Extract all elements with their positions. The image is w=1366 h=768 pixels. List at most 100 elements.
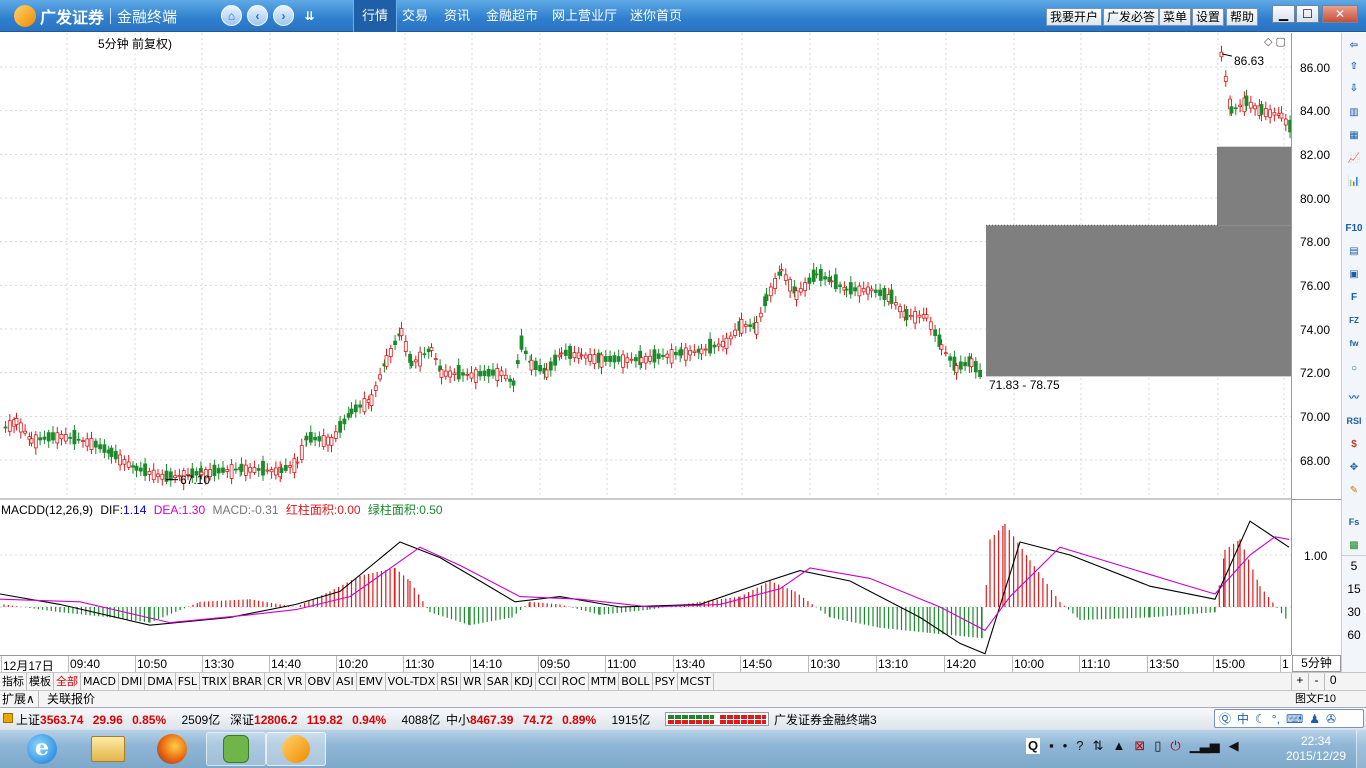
f10-icon[interactable]: F10 [1345, 223, 1363, 234]
zoom-reset-button[interactable]: 0 [1329, 673, 1337, 687]
tray-network-icon[interactable]: ▪ [1049, 738, 1054, 753]
tray-power-icon[interactable]: ⏻ [1170, 738, 1181, 753]
indicator-tab[interactable]: SAR [485, 673, 513, 690]
indicator-tab[interactable]: 模板 [27, 673, 54, 690]
f-icon[interactable]: F [1350, 292, 1358, 303]
kline-chart-area[interactable]: 5分钟 前复权) ◇ ▢ 86.63 67.10 71.83 - 78.75 M… [0, 33, 1292, 655]
expand-tab[interactable]: 扩展∧ [2, 691, 39, 707]
ie-icon[interactable]: e [12, 732, 72, 766]
indicator-tab[interactable]: DMI [119, 673, 146, 690]
show-desktop-button[interactable] [1356, 730, 1366, 768]
chart-option-icon[interactable]: ◇ ▢ [1264, 36, 1286, 48]
line-chart-icon[interactable]: 📈 [1347, 153, 1361, 164]
tray-dot-icon[interactable]: • [1062, 738, 1068, 753]
index-sz[interactable]: 深证12806.2 119.82 0.94% 4088亿 [230, 713, 441, 727]
index-sh[interactable]: 上证3563.74 29.96 0.85% 2509亿 [16, 713, 221, 727]
clock[interactable]: 22:34 2015/12/29 [1285, 734, 1347, 763]
indicator-tab[interactable]: CR [265, 673, 286, 690]
fs-icon[interactable]: Fs [1348, 517, 1360, 527]
indicator-tab[interactable]: DMA [145, 673, 176, 690]
ime-toolbar[interactable]: Ⓠ 中 ☾ °, ⌨ ♟ ✇ [1214, 709, 1364, 728]
wave-icon[interactable]: 〰 [1349, 393, 1359, 404]
period-option-30[interactable]: 30 [1347, 605, 1361, 619]
zoom-out-button[interactable]: - [1309, 673, 1326, 690]
period-option-5[interactable]: 5 [1350, 559, 1358, 573]
keyboard-icon[interactable]: ⌨ [1285, 711, 1304, 726]
rsi-icon[interactable]: RSI [1346, 416, 1362, 426]
wrench-icon[interactable]: ✇ [1326, 711, 1337, 726]
firefox-icon[interactable] [142, 732, 202, 766]
indicator-tab[interactable]: ROC [560, 673, 589, 690]
indicator-tab[interactable]: MACD [81, 673, 119, 690]
table-icon[interactable]: ▦ [1349, 130, 1359, 141]
tab-mini-home[interactable]: 迷你首页 [630, 8, 683, 23]
move-icon[interactable]: ✥ [1349, 462, 1359, 473]
faq-button[interactable]: 广发必答 [1103, 8, 1160, 26]
indicator-tab[interactable]: CCI [536, 673, 560, 690]
indicator-tab[interactable]: OBV [306, 673, 334, 690]
indicator-tab[interactable]: WR [461, 673, 485, 690]
indicator-tab[interactable]: TRIX [200, 673, 231, 690]
forward-icon[interactable]: › [273, 5, 294, 26]
user-icon[interactable]: ♟ [1309, 711, 1321, 726]
pencil-icon[interactable]: ✎ [1349, 485, 1359, 496]
indicator-tab[interactable]: VR [285, 673, 306, 690]
settings-button[interactable]: 设置 [1192, 8, 1225, 26]
tab-online-hall[interactable]: 网上营业厅 [552, 8, 618, 23]
back-icon[interactable]: ‹ [247, 5, 268, 26]
open-account-button[interactable]: 我要开户 [1046, 8, 1103, 26]
dollar-icon[interactable]: $ [1351, 439, 1357, 450]
indicator-tab[interactable]: 指标 [0, 673, 27, 690]
indicator-tab[interactable]: 全部 [54, 673, 81, 690]
explorer-folder-icon[interactable] [78, 732, 138, 766]
index-zx[interactable]: 中小8467.39 74.72 0.89% 1915亿 [446, 713, 651, 727]
tab-finance-market[interactable]: 金融超市 [486, 8, 539, 23]
moon-icon[interactable]: ☾ [1255, 711, 1266, 726]
arrow-down-icon[interactable]: ⇩ [1349, 83, 1359, 94]
collapse-icon[interactable]: ⇊ [304, 8, 315, 23]
refresh-icon[interactable]: ▩ [1349, 540, 1359, 551]
indicator-tab[interactable]: BOLL [619, 673, 653, 690]
tray-monitor-icon[interactable]: ⊠ [1134, 738, 1146, 753]
indicator-tab[interactable]: VOL-TDX [386, 673, 439, 690]
arrow-left-icon[interactable]: ⇦ [1349, 40, 1359, 51]
tray-device-icon[interactable]: ▯ [1154, 738, 1162, 753]
panel-icon[interactable]: ▣ [1349, 269, 1359, 280]
indicator-tab[interactable]: PSY [653, 673, 678, 690]
grid-icon[interactable]: ▥ [1349, 107, 1359, 118]
fw-icon[interactable]: fw [1349, 339, 1359, 348]
arrow-up-icon[interactable]: ⇧ [1349, 61, 1359, 72]
tab-trade[interactable]: 交易 [402, 8, 429, 23]
doc-icon[interactable]: ▤ [1349, 246, 1359, 257]
home-icon[interactable]: ⌂ [221, 5, 242, 26]
tab-quotes[interactable]: 行情 [353, 0, 398, 32]
indicator-tab[interactable]: MTM [589, 673, 620, 690]
circle-icon[interactable]: ○ [1350, 363, 1358, 374]
minimize-button[interactable]: ▁ [1272, 5, 1295, 23]
indicator-tab[interactable]: EMV [357, 673, 386, 690]
period-option-15[interactable]: 15 [1347, 582, 1361, 596]
close-button[interactable]: ✕ [1322, 5, 1358, 23]
help-button[interactable]: 帮助 [1226, 8, 1259, 26]
tray-expand-icon[interactable]: ▲ [1112, 738, 1126, 753]
f10-text-tab[interactable]: 图文F10 [1295, 693, 1336, 705]
kline-icon[interactable]: 📊 [1347, 176, 1361, 187]
related-quotes-tab[interactable]: 关联报价 [47, 692, 96, 706]
tray-volume-icon[interactable]: ◀ [1228, 738, 1239, 753]
indicator-tab[interactable]: RSI [438, 673, 462, 690]
zoom-in-button[interactable]: + [1292, 673, 1309, 690]
gf-terminal-task-icon[interactable] [266, 732, 326, 766]
fz-icon[interactable]: FZ [1349, 316, 1359, 325]
ime-mode[interactable]: 中 [1237, 712, 1250, 726]
evernote-icon[interactable] [206, 732, 266, 766]
tray-signal-icon[interactable]: ▁▃▅ [1189, 738, 1220, 753]
tray-sync-icon[interactable]: ⇅ [1092, 738, 1104, 753]
indicator-tab[interactable]: FSL [176, 673, 200, 690]
tray-help-icon[interactable]: ? [1076, 738, 1084, 753]
maximize-button[interactable]: ☐ [1296, 5, 1319, 23]
tab-news[interactable]: 资讯 [444, 8, 471, 23]
indicator-tab[interactable]: KDJ [512, 673, 536, 690]
tray-q-icon[interactable]: Q [1026, 738, 1041, 754]
indicator-tab[interactable]: MCST [678, 673, 714, 690]
indicator-tab[interactable]: ASI [334, 673, 357, 690]
